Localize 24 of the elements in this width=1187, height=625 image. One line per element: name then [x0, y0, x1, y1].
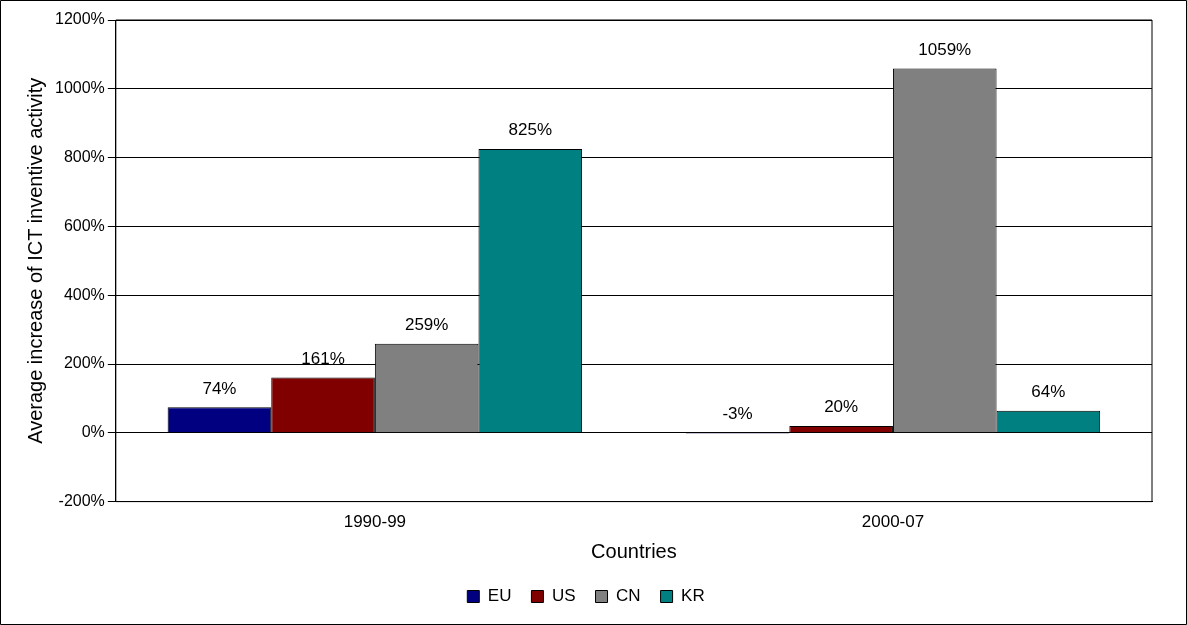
y-tick-label: 800% [63, 148, 105, 166]
x-axis-title: Countries [591, 539, 677, 562]
legend-label: CN [616, 586, 641, 606]
data-label: 74% [202, 378, 237, 398]
y-tick-label: 200% [63, 354, 105, 372]
y-tick-label: 1000% [54, 79, 105, 97]
legend-label: US [551, 586, 576, 606]
data-label: 64% [1031, 381, 1066, 401]
data-label: -3% [722, 404, 753, 424]
x-tick-label: 1990-99 [343, 512, 407, 532]
data-label: 20% [824, 397, 859, 417]
y-axis-title: Average increase of ICT inventive activity [23, 77, 46, 444]
y-tick-label: 0% [81, 423, 105, 441]
legend-label: KR [681, 586, 705, 606]
data-label: 161% [301, 348, 345, 368]
data-label: 1059% [918, 39, 972, 59]
x-tick-label: 2000-07 [861, 512, 925, 532]
y-tick-label: 400% [63, 285, 105, 303]
legend-label: EU [487, 586, 512, 606]
y-tick-label: -200% [58, 492, 105, 510]
data-label: 259% [404, 314, 449, 334]
y-tick-label: 1200% [54, 10, 105, 28]
y-tick-label: 600% [63, 216, 105, 234]
data-label: 825% [508, 120, 553, 140]
